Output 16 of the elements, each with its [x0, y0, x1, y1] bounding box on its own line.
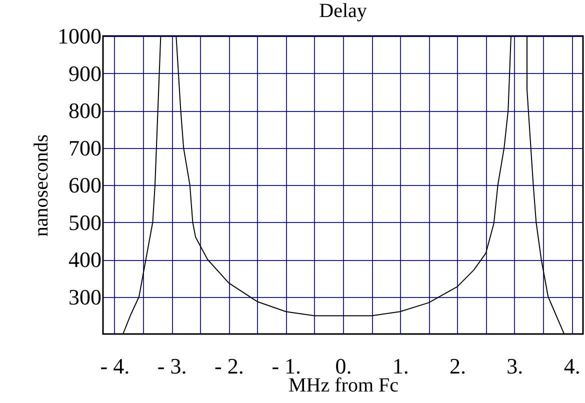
- y-tick-label: 600: [68, 172, 102, 198]
- x-tick-label: - 3.: [157, 354, 187, 378]
- y-tick-label: 300: [68, 284, 102, 310]
- y-tick-label: 500: [68, 210, 102, 235]
- x-tick-label: 3.: [506, 354, 524, 378]
- x-tick-label: 2.: [450, 354, 466, 378]
- y-tick-label: 900: [68, 60, 102, 86]
- y-axis-title: nanoseconds: [30, 134, 52, 237]
- y-tick-label: 800: [68, 98, 102, 123]
- chart-title: Delay: [319, 0, 367, 22]
- y-tick-label: 1000: [58, 24, 102, 48]
- y-tick-label: 700: [68, 135, 102, 160]
- x-tick-label: - 2.: [214, 354, 244, 378]
- x-tick-label: 4.: [564, 354, 580, 378]
- y-tick-label: 400: [68, 247, 102, 272]
- x-tick-label: - 4.: [100, 354, 130, 378]
